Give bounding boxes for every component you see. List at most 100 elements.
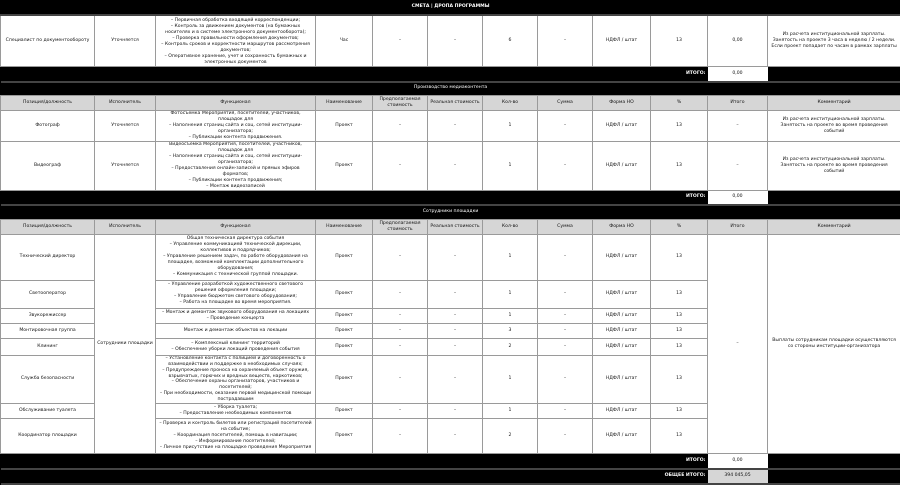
column-header: % (651, 219, 708, 234)
section-total-row: ИТОГО:0,00 (1, 190, 900, 205)
function-line: – Управление коммуникацией технической д… (158, 242, 313, 254)
function-cell: – Проверка и контроль билетов или регист… (156, 419, 316, 454)
name-cell: Проект (316, 338, 373, 355)
sum-cell: – (538, 15, 593, 67)
function-line: – Контроль за движением документов (на б… (158, 24, 313, 36)
real-cell: – (428, 308, 483, 323)
planned-cell: – (373, 234, 428, 280)
sum-cell: – (538, 141, 593, 190)
function-line: – Коммуникация с технической группой пло… (158, 272, 313, 278)
section-total-filler (768, 190, 900, 205)
name-cell: Час (316, 15, 373, 67)
position-cell: Фотограф (1, 111, 95, 142)
position-cell: Звукорежиссер (1, 308, 95, 323)
comment-cell: Из расчета институциональной зарплаты. З… (768, 141, 900, 190)
column-header: Итого (708, 96, 768, 111)
name-cell: Проект (316, 234, 373, 280)
function-cell: Документирование входящей корреспонденци… (156, 15, 316, 67)
comment-cell: Из расчета институциональной зарплаты. З… (768, 111, 900, 142)
grand-total-value: 394 045,05 (708, 469, 768, 484)
column-header: % (651, 96, 708, 111)
form-cell: НДФЛ / штат (593, 404, 651, 419)
executor-cell: Сотрудники площадки (95, 234, 156, 454)
real-cell: – (428, 355, 483, 404)
function-line: – Установление контакта с полицией и дог… (158, 356, 313, 368)
qty-cell: 1 (483, 111, 538, 142)
sum-cell: – (538, 234, 593, 280)
function-line: – Наполнения страниц сайта и соц. сетей … (158, 123, 313, 135)
percent-cell: 13 (651, 355, 708, 404)
name-cell: Проект (316, 323, 373, 338)
real-cell: – (428, 111, 483, 142)
column-header: Наименование (316, 219, 373, 234)
grand-total-label: ОБЩЕЕ ИТОГО: (1, 469, 708, 484)
qty-cell: 1 (483, 308, 538, 323)
planned-cell: – (373, 404, 428, 419)
sum-cell: – (538, 111, 593, 142)
column-header: Исполнитель (95, 219, 156, 234)
executor-cell: Уточняется (95, 141, 156, 190)
name-cell: Проект (316, 404, 373, 419)
real-cell: – (428, 234, 483, 280)
real-cell: – (428, 15, 483, 67)
function-line: – Обеспечение уборки локаций проведения … (158, 347, 313, 353)
section-total-row: ИТОГО:0,00 (1, 67, 900, 82)
function-line: Фотосъемка Мероприятия, посетителей, уча… (158, 111, 313, 123)
qty-cell: 1 (483, 234, 538, 280)
column-header: Кол-во (483, 96, 538, 111)
column-header: Функционал (156, 219, 316, 234)
qty-cell: 1 (483, 404, 538, 419)
section-total-row: ИТОГО:0,00 (1, 454, 900, 469)
function-cell: – Установление контакта с полицией и дог… (156, 355, 316, 404)
qty-cell: 2 (483, 419, 538, 454)
form-cell: НДФЛ / штат (593, 338, 651, 355)
real-cell: – (428, 141, 483, 190)
position-cell: Координатор площадки (1, 419, 95, 454)
name-cell: Проект (316, 280, 373, 308)
planned-cell: – (373, 280, 428, 308)
percent-cell: 13 (651, 15, 708, 67)
function-line: – Контроль сроков и корректности маршрут… (158, 42, 313, 54)
function-cell: Видеосъемка Мероприятия, посетителей, уч… (156, 141, 316, 190)
position-cell: Клининг (1, 338, 95, 355)
real-cell: – (428, 323, 483, 338)
section-total-label: ИТОГО: (1, 67, 708, 82)
section-total-filler (768, 67, 900, 82)
column-header: Комментарий (768, 96, 900, 111)
position-cell: Технический директор (1, 234, 95, 280)
column-header: Позиция/должность (1, 219, 95, 234)
column-header: Форма НО (593, 96, 651, 111)
function-line: – Оперативное хранение, учет и сохраннос… (158, 54, 313, 66)
section-total-label: ИТОГО: (1, 454, 708, 469)
function-line: – Предоставление необходимых компонентов (158, 411, 313, 417)
comment-cell: Выплаты сотрудникам площадки осуществляю… (768, 234, 900, 454)
sum-cell: – (538, 404, 593, 419)
position-cell: Монтировочная группа (1, 323, 95, 338)
column-header: Сумма (538, 219, 593, 234)
section-total-value: 0,00 (708, 454, 768, 469)
name-cell: Проект (316, 308, 373, 323)
real-cell: – (428, 338, 483, 355)
qty-cell: 6 (483, 15, 538, 67)
percent-cell: 13 (651, 280, 708, 308)
page-title: СМЕТА | ДРОПА ПРОГРАММЫ (1, 0, 900, 15)
column-header: Сумма (538, 96, 593, 111)
planned-cell: – (373, 15, 428, 67)
position-cell: Служба безопасности (1, 355, 95, 404)
function-line: – Наполнения страниц сайта и соц. сетей … (158, 154, 313, 166)
planned-cell: – (373, 323, 428, 338)
real-cell: – (428, 404, 483, 419)
form-cell: НДФЛ / штат (593, 308, 651, 323)
function-line: – Публикации контента продвижения. (158, 135, 313, 141)
section-total-filler (768, 454, 900, 469)
sum-cell: – (538, 355, 593, 404)
sum-cell: – (538, 308, 593, 323)
qty-cell: 1 (483, 280, 538, 308)
planned-cell: – (373, 111, 428, 142)
qty-cell: 1 (483, 355, 538, 404)
form-cell: НДФЛ / штат (593, 234, 651, 280)
planned-cell: – (373, 355, 428, 404)
